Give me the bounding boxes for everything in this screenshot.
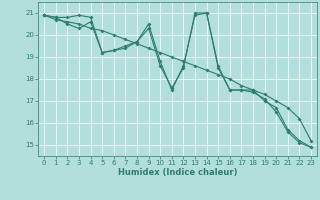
X-axis label: Humidex (Indice chaleur): Humidex (Indice chaleur) (118, 168, 237, 177)
